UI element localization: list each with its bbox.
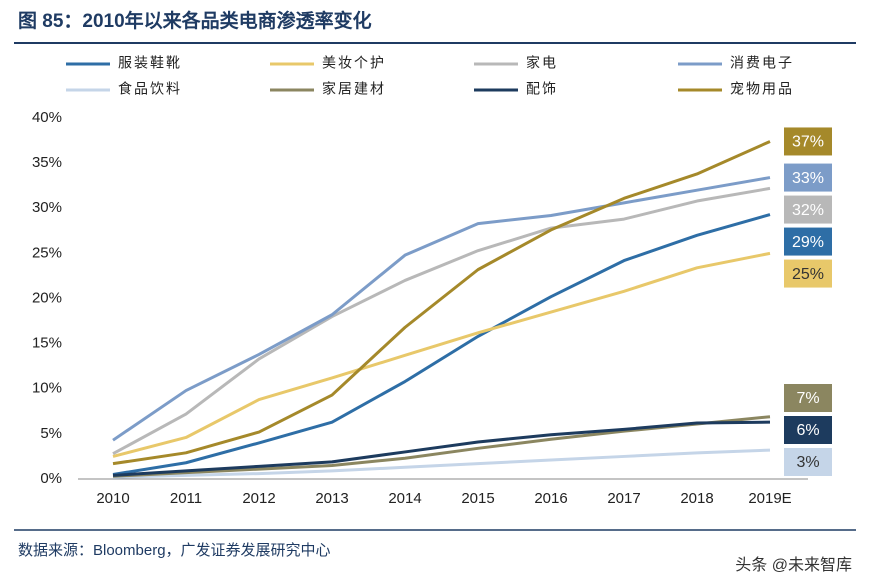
end-label-box [784, 195, 832, 224]
y-tick-label: 5% [40, 425, 62, 442]
x-tick-label: 2016 [534, 490, 567, 507]
end-label: 33% [792, 170, 824, 187]
series-line [112, 448, 771, 479]
x-tick-label: 2012 [242, 490, 275, 507]
end-label: 3% [796, 454, 819, 471]
x-tick-label: 2011 [170, 490, 202, 507]
end-label-box [784, 163, 832, 192]
legend-label: 宠物用品 [730, 81, 794, 97]
y-tick-label: 40% [32, 109, 62, 126]
x-tick-label: 2010 [96, 490, 129, 507]
series-line [112, 420, 771, 477]
end-label-box [784, 384, 832, 412]
x-tick-label: 2014 [388, 490, 421, 507]
end-label: 7% [796, 390, 819, 407]
end-label: 25% [792, 266, 824, 283]
y-tick-label: 20% [32, 289, 62, 306]
end-label-box [784, 259, 832, 288]
series-line [112, 251, 771, 458]
watermark: 头条 @未来智库 [735, 556, 852, 574]
end-label-box [784, 127, 832, 156]
legend-label: 配饰 [526, 81, 558, 97]
y-tick-label: 25% [32, 244, 62, 261]
series-line [112, 213, 771, 476]
y-tick-label: 10% [32, 380, 62, 397]
legend-label: 食品饮料 [118, 81, 182, 97]
series-line [112, 176, 771, 442]
legend-label: 家电 [526, 55, 558, 71]
legend-label: 服装鞋靴 [118, 55, 182, 71]
source-note: 数据来源：Bloomberg，广发证券发展研究中心 [18, 542, 331, 559]
end-label-box [784, 227, 832, 256]
x-tick-label: 2017 [607, 490, 640, 507]
chart-title: 图 85：2010年以来各品类电商渗透率变化 [18, 9, 372, 32]
x-tick-label: 2019E [748, 490, 791, 507]
y-tick-label: 15% [32, 335, 62, 352]
end-label: 29% [792, 234, 824, 251]
legend-label: 美妆个护 [322, 55, 386, 71]
x-tick-label: 2015 [461, 490, 494, 507]
end-label: 37% [792, 134, 824, 151]
y-tick-label: 35% [32, 154, 62, 171]
x-tick-label: 2013 [315, 490, 348, 507]
end-label-box [784, 448, 832, 476]
y-tick-label: 0% [40, 470, 62, 487]
end-label: 6% [796, 422, 819, 439]
legend-label: 家居建材 [322, 81, 386, 97]
x-tick-label: 2018 [680, 490, 713, 507]
series-line [112, 140, 771, 466]
legend-label: 消费电子 [730, 55, 794, 71]
y-tick-label: 30% [32, 199, 62, 216]
series-line [112, 186, 771, 456]
end-label-box [784, 416, 832, 444]
end-label: 32% [792, 202, 824, 219]
